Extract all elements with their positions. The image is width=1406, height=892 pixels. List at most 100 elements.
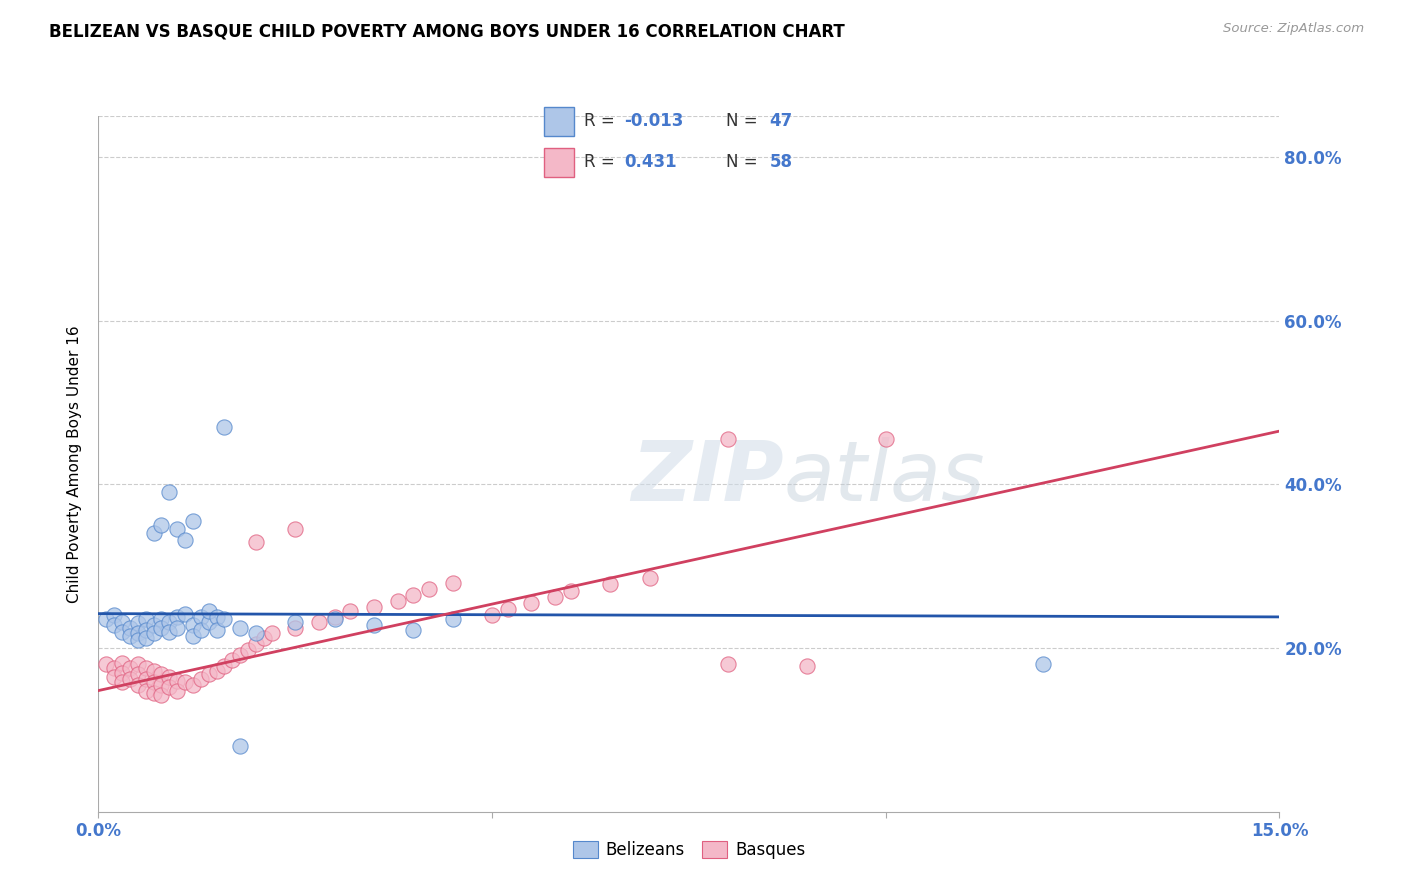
Point [717,657,740,672]
Point [214,659,236,673]
Point [520,596,543,610]
Point [111,665,134,680]
Point [402,623,425,637]
Point [197,667,219,681]
Point [229,739,252,754]
Point [150,518,173,533]
Point [150,678,173,692]
Point [103,608,125,623]
Point [111,675,134,690]
Point [166,673,188,688]
Text: ZIP: ZIP [631,437,783,518]
Point [181,618,204,632]
Point [166,683,188,698]
Point [481,608,503,623]
Point [190,610,212,624]
Point [205,664,228,678]
Point [205,610,228,624]
Point [96,657,118,672]
Point [229,621,252,635]
Point [118,629,141,643]
Point [142,626,165,640]
Point [638,571,661,585]
Point [118,661,141,675]
Point [441,575,464,590]
Point [166,522,188,536]
Point [157,681,180,695]
Point [181,514,204,528]
Point [142,526,165,541]
Point [323,612,346,626]
Point [190,672,212,686]
Point [284,615,307,629]
Point [142,675,165,690]
Text: N =: N = [725,112,763,130]
Point [157,615,180,629]
Point [496,601,519,615]
Point [205,623,228,637]
Point [214,612,236,626]
Text: BELIZEAN VS BASQUE CHILD POVERTY AMONG BOYS UNDER 16 CORRELATION CHART: BELIZEAN VS BASQUE CHILD POVERTY AMONG B… [49,22,845,40]
Point [260,626,283,640]
Point [96,612,118,626]
Text: -0.013: -0.013 [624,112,683,130]
Text: 0.431: 0.431 [624,153,676,171]
Point [118,672,141,686]
Point [875,432,897,446]
Point [150,612,173,626]
Point [127,616,149,631]
Point [135,612,157,626]
Point [796,659,818,673]
Text: 58: 58 [769,153,793,171]
Point [142,686,165,700]
Point [150,621,173,635]
Point [111,615,134,629]
Point [127,626,149,640]
Point [174,533,197,547]
Point [135,661,157,675]
Point [118,621,141,635]
Point [717,432,740,446]
Point [441,612,464,626]
Point [418,582,440,596]
FancyBboxPatch shape [544,107,575,136]
Point [135,672,157,686]
Y-axis label: Child Poverty Among Boys Under 16: Child Poverty Among Boys Under 16 [67,325,83,603]
Point [363,600,385,615]
Point [127,678,149,692]
Point [339,604,361,618]
Point [157,670,180,684]
Text: R =: R = [583,112,620,130]
Point [599,577,621,591]
Point [363,618,385,632]
Point [127,667,149,681]
Point [181,678,204,692]
Point [1032,657,1054,672]
Point [103,670,125,684]
Legend: Belizeans, Basques: Belizeans, Basques [565,835,813,866]
Point [214,420,236,434]
Point [544,591,567,605]
Point [127,632,149,647]
Point [387,593,409,607]
Point [111,624,134,639]
Point [127,657,149,672]
Text: atlas: atlas [783,437,986,518]
Point [236,642,259,657]
Point [157,624,180,639]
Point [197,615,219,629]
Point [560,583,582,598]
Point [174,675,197,690]
Point [111,656,134,670]
Text: 47: 47 [769,112,793,130]
Point [150,667,173,681]
Point [197,604,219,618]
Point [135,631,157,645]
Point [190,623,212,637]
Point [142,664,165,678]
Point [284,621,307,635]
Point [245,637,267,651]
FancyBboxPatch shape [544,148,575,177]
Point [174,607,197,621]
Point [166,610,188,624]
